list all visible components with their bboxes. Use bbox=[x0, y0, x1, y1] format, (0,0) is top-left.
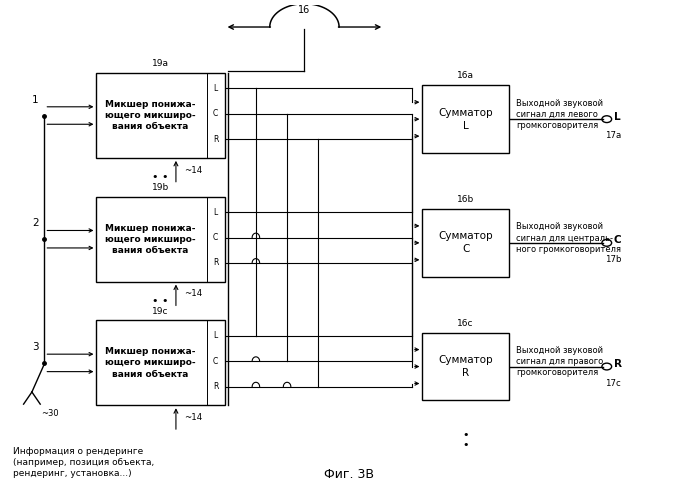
Text: Выходной звуковой
сигнал для централь-
ного громкоговорителя: Выходной звуковой сигнал для централь- н… bbox=[516, 222, 621, 253]
Text: 3: 3 bbox=[32, 342, 39, 352]
Text: 16: 16 bbox=[298, 5, 310, 15]
Text: 19a: 19a bbox=[152, 59, 169, 68]
FancyBboxPatch shape bbox=[96, 73, 224, 158]
FancyBboxPatch shape bbox=[96, 197, 224, 282]
Text: • •: • • bbox=[152, 296, 168, 306]
Text: Микшер понижа-
ющего микширо-
вания объекта: Микшер понижа- ющего микширо- вания объе… bbox=[105, 347, 196, 379]
Text: Выходной звуковой
сигнал для левого
громкоговорителя: Выходной звуковой сигнал для левого гром… bbox=[516, 99, 603, 130]
Text: Сумматор
R: Сумматор R bbox=[438, 355, 493, 378]
Text: Сумматор
L: Сумматор L bbox=[438, 107, 493, 131]
Text: 17c: 17c bbox=[605, 379, 621, 387]
Text: ~30: ~30 bbox=[41, 409, 59, 418]
Text: ~14: ~14 bbox=[185, 166, 203, 175]
FancyBboxPatch shape bbox=[422, 85, 509, 153]
FancyBboxPatch shape bbox=[422, 333, 509, 400]
Text: R: R bbox=[213, 382, 218, 391]
Text: • •: • • bbox=[152, 173, 168, 182]
Text: 16a: 16a bbox=[457, 71, 474, 80]
Text: ~14: ~14 bbox=[185, 413, 203, 422]
Text: C: C bbox=[213, 233, 218, 242]
Text: C: C bbox=[614, 236, 621, 246]
Text: 19b: 19b bbox=[152, 183, 169, 192]
Text: Выходной звуковой
сигнал для правого
громкоговорителя: Выходной звуковой сигнал для правого гро… bbox=[516, 346, 603, 377]
Text: 19c: 19c bbox=[152, 307, 168, 316]
Text: L: L bbox=[614, 112, 620, 122]
Text: 17a: 17a bbox=[605, 131, 621, 141]
Text: 17b: 17b bbox=[605, 255, 621, 264]
Text: ~14: ~14 bbox=[185, 289, 203, 298]
Text: C: C bbox=[213, 109, 218, 118]
Text: 1: 1 bbox=[32, 95, 39, 105]
Text: C: C bbox=[213, 357, 218, 366]
Text: L: L bbox=[213, 331, 218, 340]
Text: 16b: 16b bbox=[457, 195, 475, 204]
Text: •
•: • • bbox=[463, 429, 469, 450]
Text: L: L bbox=[213, 84, 218, 93]
FancyBboxPatch shape bbox=[96, 320, 224, 405]
FancyBboxPatch shape bbox=[422, 209, 509, 277]
Text: Микшер понижа-
ющего микширо-
вания объекта: Микшер понижа- ющего микширо- вания объе… bbox=[105, 100, 196, 131]
Text: L: L bbox=[213, 208, 218, 216]
Text: Сумматор
C: Сумматор C bbox=[438, 231, 493, 254]
Text: 2: 2 bbox=[32, 218, 39, 228]
Text: R: R bbox=[213, 135, 218, 144]
Text: Микшер понижа-
ющего микширо-
вания объекта: Микшер понижа- ющего микширо- вания объе… bbox=[105, 224, 196, 255]
Text: R: R bbox=[213, 258, 218, 268]
Text: Информация о рендеринге
(например, позиция объекта,
рендеринг, установка...): Информация о рендеринге (например, позиц… bbox=[13, 447, 154, 479]
Text: Фиг. 3В: Фиг. 3В bbox=[324, 467, 375, 481]
Text: 16c: 16c bbox=[457, 319, 474, 328]
Text: R: R bbox=[614, 359, 621, 369]
